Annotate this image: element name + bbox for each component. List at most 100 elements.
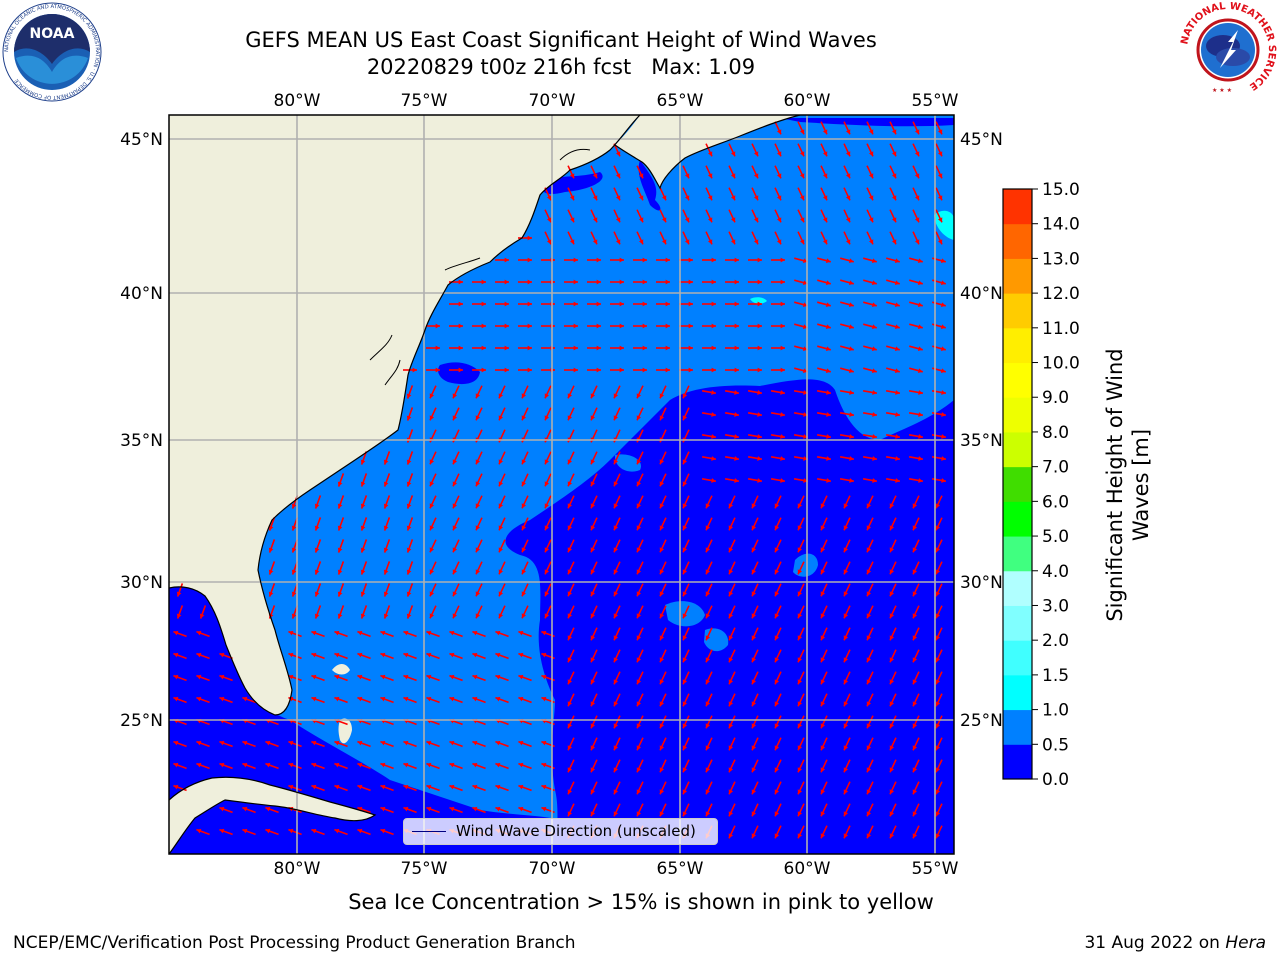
wind-wave-arrow [518, 806, 532, 814]
wind-wave-arrow [702, 367, 716, 373]
wind-wave-arrow [590, 165, 598, 179]
wind-wave-arrow [613, 627, 621, 641]
wind-wave-arrow [633, 367, 647, 373]
wind-wave-arrow [820, 715, 828, 729]
wind-wave-arrow [219, 674, 233, 682]
wind-wave-arrow [725, 323, 739, 329]
wind-wave-arrow [935, 517, 943, 531]
wind-wave-arrow [498, 539, 506, 553]
wind-wave-arrow [705, 693, 713, 707]
wind-wave-arrow [705, 627, 713, 641]
wind-wave-arrow [797, 121, 805, 135]
wind-wave-arrow [797, 825, 805, 839]
wind-wave-arrow [518, 345, 532, 351]
wind-wave-arrow [357, 674, 371, 682]
national-weather-service-logo: NATIONAL WEATHER SERVICE ★ ★ ★ [1179, 2, 1277, 96]
wind-wave-arrow [498, 583, 506, 597]
wind-wave-arrow [728, 231, 736, 245]
wind-wave-arrow [705, 187, 713, 201]
wind-wave-arrow [728, 825, 736, 839]
wind-wave-arrow [866, 517, 874, 531]
wind-wave-arrow [751, 715, 759, 729]
wind-wave-arrow [797, 517, 805, 531]
wind-wave-arrow [173, 740, 187, 748]
wind-wave-arrow [748, 367, 762, 373]
wind-wave-arrow [728, 605, 736, 619]
wind-wave-arrow [659, 561, 667, 575]
wind-wave-arrow [518, 674, 532, 682]
footer-machine-name: Hera [1225, 933, 1266, 953]
wind-wave-arrow [173, 630, 187, 638]
wind-wave-arrow [935, 671, 943, 685]
wind-wave-arrow [590, 605, 598, 619]
chart-subtitle: 20220829 t00z 216h fcst Max: 1.09 [366, 55, 756, 79]
wind-wave-arrow [590, 451, 598, 465]
wind-wave-arrow [613, 451, 621, 465]
wind-wave-arrow [935, 781, 943, 795]
wind-wave-arrow [705, 583, 713, 597]
wind-wave-arrow [567, 803, 575, 817]
wind-wave-arrow [498, 517, 506, 531]
wind-wave-arrow [429, 539, 437, 553]
wind-wave-arrow [862, 433, 878, 439]
wind-wave-arrow [840, 367, 854, 373]
wind-wave-arrow [820, 165, 828, 179]
wind-wave-arrow [682, 583, 690, 597]
wind-wave-arrow [656, 279, 670, 285]
wind-wave-arrow [357, 762, 371, 770]
lat-label: 30°N [120, 573, 163, 593]
wind-wave-arrow [636, 539, 644, 553]
wind-wave-arrow [751, 165, 759, 179]
wind-wave-arrow [682, 165, 690, 179]
wind-wave-arrow [774, 121, 782, 135]
wind-wave-arrow [748, 323, 762, 329]
wind-wave-arrow [912, 121, 920, 135]
colorbar: 0.0 0.5 1.0 1.5 2.0 3.0 4.0 5.0 6.0 7.0 8.0 9.0 10.0… [1002, 180, 1080, 790]
wind-wave-arrow [495, 301, 509, 307]
wind-wave-arrow [886, 323, 900, 329]
wind-wave-arrow [820, 583, 828, 597]
footer-date-text: 31 Aug 2022 on [1084, 933, 1220, 953]
wind-wave-arrow [196, 762, 210, 770]
wind-wave-arrow [820, 231, 828, 245]
wind-wave-arrow [889, 825, 897, 839]
wind-wave-arrow [498, 407, 506, 421]
wind-wave-arrow [866, 803, 874, 817]
wind-wave-arrow [935, 561, 943, 575]
wind-wave-arrow [889, 671, 897, 685]
wind-wave-arrow [935, 737, 943, 751]
wind-wave-arrow [544, 583, 552, 597]
colorbar-tick-label: 1.5 [1042, 666, 1069, 686]
wind-wave-arrow [774, 737, 782, 751]
wind-wave-arrow [866, 165, 874, 179]
wind-wave-arrow [909, 323, 923, 329]
wind-wave-arrow [797, 693, 805, 707]
wind-wave-arrow [817, 301, 831, 307]
wind-wave-arrow [843, 561, 851, 575]
wind-wave-arrow [705, 165, 713, 179]
wind-wave-arrow [311, 652, 325, 660]
wind-wave-arrow [866, 759, 874, 773]
wind-wave-arrow [682, 737, 690, 751]
wind-wave-arrow [817, 367, 831, 373]
wind-wave-arrow [452, 561, 460, 575]
wind-wave-arrow [816, 411, 832, 417]
wind-wave-arrow [406, 451, 414, 465]
wind-wave-arrow [820, 561, 828, 575]
wind-wave-arrow [587, 279, 601, 285]
wind-wave-arrow [816, 389, 832, 395]
wind-wave-arrow [383, 517, 391, 531]
wind-wave-arrow [521, 517, 529, 531]
wind-wave-arrow [889, 583, 897, 597]
wind-wave-arrow [840, 279, 854, 285]
wind-wave-arrow [564, 257, 578, 263]
wind-wave-arrow [820, 187, 828, 201]
wind-wave-arrow [610, 301, 624, 307]
wind-wave-arrow [426, 652, 440, 660]
wind-wave-arrow [196, 630, 210, 638]
wind-wave-arrow [912, 649, 920, 663]
wind-wave-arrow [863, 323, 877, 329]
wind-wave-arrow [866, 605, 874, 619]
wind-wave-arrow [912, 693, 920, 707]
wind-wave-arrow [521, 385, 529, 399]
